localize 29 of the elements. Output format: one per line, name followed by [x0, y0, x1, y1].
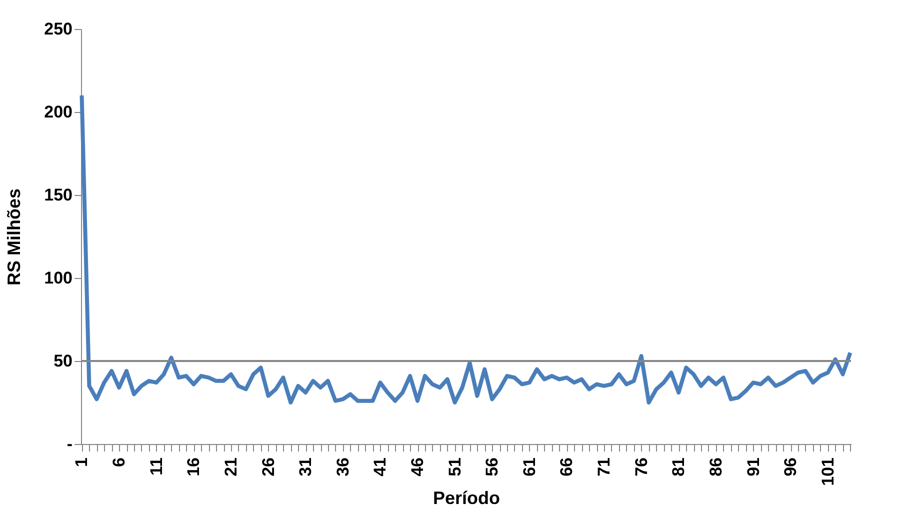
x-tick-label: 56 — [482, 458, 502, 476]
x-tick-label: 1 — [72, 458, 92, 467]
x-tick-label: 31 — [296, 458, 316, 476]
x-tick-label: 101 — [818, 458, 838, 486]
y-tick-label: 250 — [44, 20, 72, 38]
x-tick-label: 6 — [110, 458, 129, 467]
x-tick-label: 66 — [557, 458, 576, 476]
x-tick-label: 41 — [370, 458, 390, 476]
y-axis-title: RS Milhões — [4, 188, 24, 286]
x-tick-label: 86 — [706, 458, 726, 476]
x-tick-label: 61 — [520, 458, 539, 476]
y-tick-label: 100 — [44, 268, 72, 288]
y-tick-label: 200 — [44, 102, 72, 122]
x-tick-label: 11 — [146, 458, 166, 476]
x-tick-label: 76 — [632, 458, 651, 476]
x-tick-label: 51 — [445, 458, 464, 476]
x-tick-label: 21 — [221, 458, 240, 476]
y-tick-label: - — [66, 434, 72, 454]
x-tick-label: 16 — [184, 458, 204, 476]
x-tick-label: 46 — [408, 458, 427, 476]
y-tick-label: 50 — [54, 352, 72, 370]
x-tick-label: 36 — [333, 458, 352, 476]
x-tick-label: 96 — [781, 458, 800, 476]
x-tick-label: 81 — [669, 458, 688, 476]
x-tick-label: 91 — [744, 458, 763, 476]
x-tick-label: 26 — [258, 458, 278, 476]
x-tick-label: 71 — [594, 458, 614, 476]
y-tick-label: 150 — [44, 186, 72, 204]
x-axis-title: Período — [432, 488, 500, 508]
